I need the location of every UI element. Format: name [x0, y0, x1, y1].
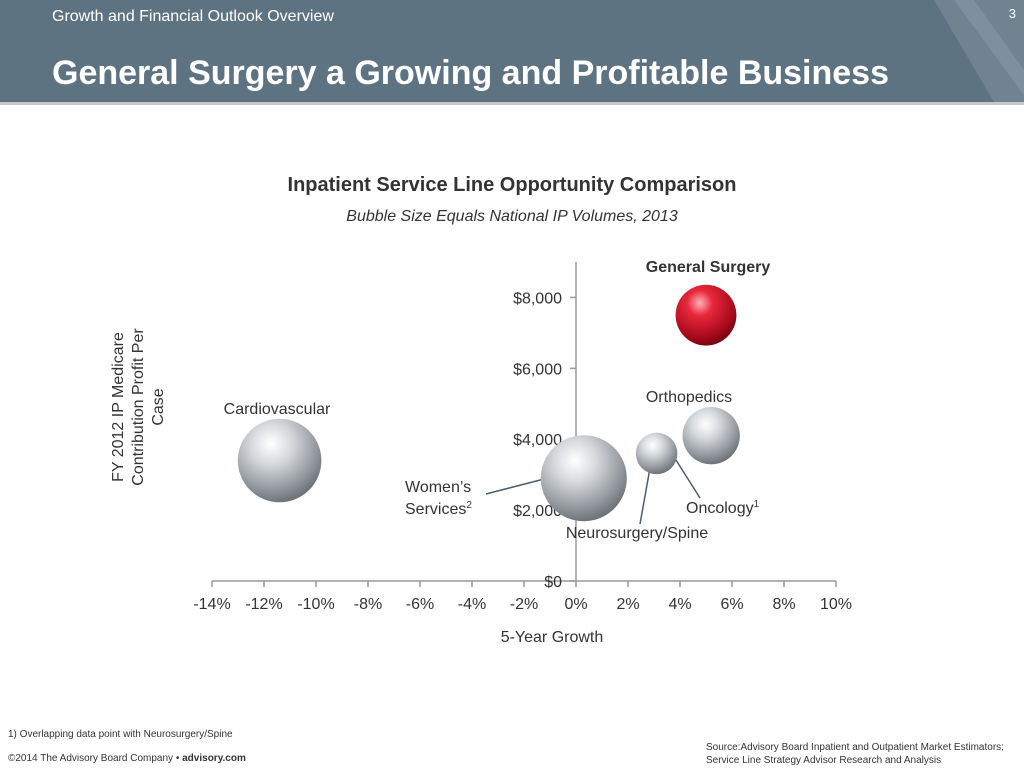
bubble-orthopedics: [682, 407, 740, 465]
copyright: ©2014 The Advisory Board Company • advis…: [8, 753, 246, 764]
x-tick-label: -4%: [458, 596, 486, 613]
chart-title: Inpatient Service Line Opportunity Compa…: [287, 174, 737, 196]
chart-subtitle: Bubble Size Equals National IP Volumes, …: [346, 208, 678, 225]
bubble-neurosurgery-spine: [540, 435, 627, 522]
x-tick-label: 8%: [772, 596, 795, 613]
footnote: 1) Overlapping data point with Neurosurg…: [8, 729, 233, 740]
oncology-label: Oncology1: [686, 499, 760, 517]
x-tick-label: 10%: [820, 596, 852, 613]
x-tick-label: -8%: [354, 596, 382, 613]
x-tick-label: -12%: [245, 596, 282, 613]
bubble-chart: -14% -12% -10% -8% -6% -4% -2% 0% 2% 4% 6% 8% 10% $0…: [110, 259, 852, 646]
header-divider: [0, 102, 1024, 105]
bubble-oncology: [635, 432, 678, 475]
cardiovascular-label: Cardiovascular: [224, 401, 331, 418]
y-axis-title-line: Contribution Profit Per: [130, 328, 147, 486]
y-tick-label: $4,000: [513, 432, 562, 449]
source-note: Source:Advisory Board Inpatient and Outp…: [706, 742, 1004, 766]
neurosurgery-label: Neurosurgery/Spine: [566, 525, 708, 542]
section-title: Growth and Financial Outlook Overview: [52, 8, 334, 25]
logo-chevron-decoration: [934, 0, 1024, 102]
bubble-general-surgery: [675, 284, 737, 346]
y-axis-title-line: Case: [150, 388, 167, 425]
bubble-cardiovascular: [237, 418, 322, 503]
orthopedics-label: Orthopedics: [646, 389, 732, 406]
y-tick-label: $2,000: [513, 503, 562, 520]
slide-header: Growth and Financial Outlook Overview 3 …: [0, 0, 1024, 102]
y-axis-title: FY 2012 IP Medicare Contribution Profit P…: [110, 328, 167, 486]
x-tick-label: 6%: [720, 596, 743, 613]
slide-title: General Surgery a Growing and Profitable…: [52, 54, 890, 92]
neuro-leader-line: [639, 467, 651, 525]
website-link[interactable]: advisory.com: [182, 753, 246, 764]
y-tick-label: $0: [544, 574, 562, 591]
y-tick-label: $8,000: [513, 290, 562, 307]
page-number: 3: [1008, 6, 1016, 21]
x-tick-label: 2%: [616, 596, 639, 613]
womens-label-line1: Women’s: [405, 479, 471, 496]
x-axis-title: 5-Year Growth: [501, 629, 604, 646]
y-axis-title-line: FY 2012 IP Medicare: [110, 332, 127, 482]
x-tick-label: -14%: [193, 596, 230, 613]
general-surgery-label: General Surgery: [646, 259, 771, 276]
oncology-leader-line: [675, 459, 701, 499]
x-tick-label: -6%: [406, 596, 434, 613]
x-tick-label: -10%: [297, 596, 334, 613]
womens-leader-line: [485, 477, 549, 495]
y-tick-label: $6,000: [513, 361, 562, 378]
x-tick-label: -2%: [510, 596, 538, 613]
womens-label-line2: Services2: [405, 500, 472, 518]
x-tick-label: 0%: [564, 596, 587, 613]
x-tick-label: 4%: [668, 596, 691, 613]
